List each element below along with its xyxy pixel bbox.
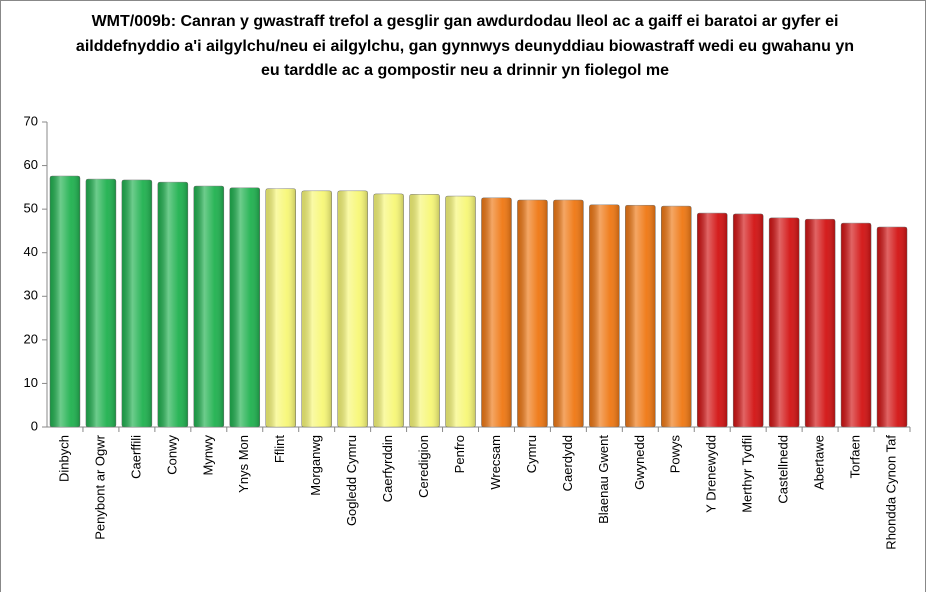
y-tick-label: 10 <box>24 375 38 390</box>
x-tick-label: Torfaen <box>848 435 863 478</box>
x-tick-label: Cymru <box>524 435 539 473</box>
y-tick-label: 40 <box>24 244 38 259</box>
bar-shine <box>841 223 872 427</box>
bar-shine <box>445 196 476 427</box>
x-tick-label: Wrecsam <box>488 435 503 490</box>
bar-shine <box>193 186 224 427</box>
x-tick-label: Conwy <box>164 435 179 475</box>
bar-shine <box>409 194 440 427</box>
bar-shine <box>49 176 80 427</box>
x-tick-label: Castellnedd <box>776 435 791 504</box>
y-tick-label: 50 <box>24 201 38 216</box>
bar-shine <box>85 179 116 427</box>
x-tick-label: Caerffili <box>128 435 143 479</box>
x-tick-label: Penfro <box>452 435 467 473</box>
x-tick-label: Ceredigion <box>416 435 431 498</box>
bar-shine <box>121 179 152 427</box>
x-tick-label: Dinbych <box>56 435 71 482</box>
bar-shine <box>265 188 296 427</box>
y-tick-label: 30 <box>24 288 38 303</box>
y-tick-label: 70 <box>24 113 38 128</box>
bar-shine <box>733 213 764 427</box>
y-tick-label: 20 <box>24 331 38 346</box>
bar-shine <box>805 219 836 427</box>
x-tick-label: Mynwy <box>200 435 215 476</box>
bar-shine <box>517 199 548 427</box>
x-tick-label: Blaenau Gwent <box>596 435 611 524</box>
bar-shine <box>553 199 584 427</box>
x-tick-label: Powys <box>668 435 683 474</box>
x-tick-label: Gwynedd <box>632 435 647 490</box>
bar-shine <box>625 205 656 427</box>
bar-shine <box>373 193 404 427</box>
bar-shine <box>337 190 368 427</box>
y-tick-label: 0 <box>31 418 38 433</box>
bar-shine <box>877 227 908 427</box>
bar-shine <box>661 206 692 427</box>
y-tick-label: 60 <box>24 157 38 172</box>
x-tick-label: Merthyr Tydfil <box>740 435 755 513</box>
bar-shine <box>481 197 512 427</box>
x-tick-label: Ynys Mon <box>236 435 251 493</box>
x-tick-label: Penybont ar Ogwr <box>92 434 107 539</box>
bar-shine <box>769 217 800 427</box>
x-tick-label: Y Drenewydd <box>704 435 719 513</box>
bar-shine <box>157 182 188 427</box>
x-tick-label: Morganwg <box>308 435 323 496</box>
x-tick-label: Caerdydd <box>560 435 575 491</box>
bar-shine <box>301 190 332 427</box>
x-tick-label: Abertawe <box>812 435 827 490</box>
x-tick-label: Caerfyrddin <box>380 435 395 502</box>
bar-shine <box>697 213 728 427</box>
bar-shine <box>229 187 260 427</box>
x-tick-label: Gogledd Cymru <box>344 435 359 526</box>
x-tick-label: Fflint <box>272 435 287 464</box>
x-tick-label: Rhondda Cynon Taf <box>883 435 898 550</box>
bar-shine <box>589 204 620 427</box>
chart-title: WMT/009b: Canran y gwastraff trefol a ge… <box>75 13 855 79</box>
